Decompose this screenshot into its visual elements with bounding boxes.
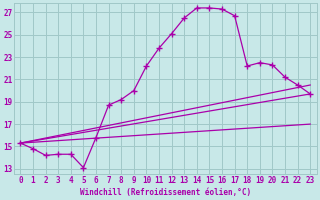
X-axis label: Windchill (Refroidissement éolien,°C): Windchill (Refroidissement éolien,°C): [80, 188, 251, 197]
